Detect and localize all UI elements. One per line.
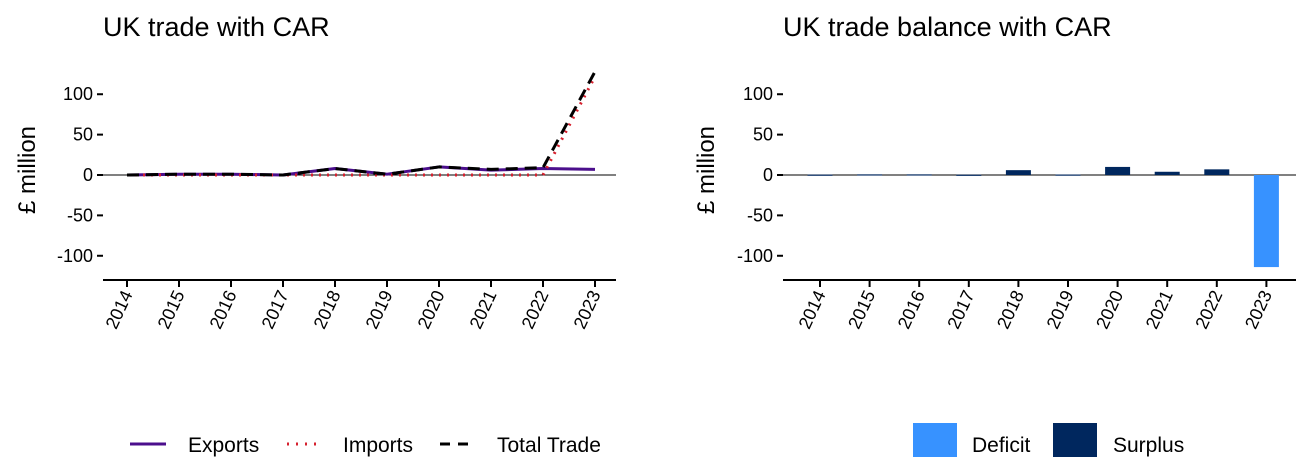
left-chart-title: UK trade with CAR <box>103 12 330 42</box>
left-legend: Exports Imports Total Trade <box>130 434 601 457</box>
left-x-tick-label: 2019 <box>362 287 397 332</box>
legend-label-total-trade: Total Trade <box>497 434 601 457</box>
right-x-tick-label: 2017 <box>943 287 978 332</box>
legend-label-imports: Imports <box>343 434 413 457</box>
bar-2022 <box>1204 169 1230 175</box>
right-y-tick-label: 100 <box>743 84 773 104</box>
left-x-tick-label: 2015 <box>154 287 189 332</box>
right-x-tick-label: 2019 <box>1043 287 1078 332</box>
right-y-axis-label: £ million <box>693 126 720 214</box>
right-legend: Deficit Surplus <box>913 423 1184 457</box>
bar-2018 <box>1005 170 1031 175</box>
bar-2014 <box>807 174 833 176</box>
left-x-tick-label: 2016 <box>206 287 241 332</box>
bar-2020 <box>1105 166 1131 175</box>
right-y-ticks: -100 -50 0 50 100 <box>737 84 783 266</box>
legend-label-deficit: Deficit <box>972 434 1031 457</box>
bar-2019 <box>1055 174 1081 176</box>
balance-bar-chart: UK trade balance with CAR £ million -100… <box>693 12 1296 457</box>
left-x-ticks: 2014 2015 2016 2017 2018 2019 2020 2021 2022 2023 <box>102 280 605 332</box>
left-y-ticks: -100 -50 0 50 100 <box>57 84 103 266</box>
right-y-tick-label: -50 <box>747 205 773 225</box>
right-y-tick-label: 50 <box>753 125 773 145</box>
bar-2017 <box>956 174 982 176</box>
legend-swatch-surplus <box>1053 423 1097 457</box>
left-x-tick-label: 2014 <box>102 287 137 332</box>
bar-2021 <box>1154 171 1180 175</box>
legend-swatch-deficit <box>913 423 957 457</box>
left-series-lines <box>126 70 597 177</box>
series-line-imports <box>127 75 597 177</box>
bar-2016 <box>906 174 932 176</box>
left-x-tick-label: 2018 <box>310 287 345 332</box>
legend-label-exports: Exports <box>188 434 259 457</box>
left-x-tick-label: 2022 <box>518 287 553 332</box>
right-x-tick-label: 2020 <box>1092 287 1127 332</box>
left-y-tick-label: 100 <box>63 84 93 104</box>
right-x-tick-label: 2021 <box>1142 287 1177 332</box>
bar-2015 <box>857 174 883 176</box>
right-bars <box>807 166 1279 268</box>
right-y-tick-label: 0 <box>763 165 773 185</box>
left-x-tick-label: 2021 <box>466 287 501 332</box>
series-line-total-trade <box>126 70 597 177</box>
right-y-tick-label: -100 <box>737 246 773 266</box>
right-x-tick-label: 2023 <box>1241 287 1276 332</box>
left-x-tick-label: 2017 <box>258 287 293 332</box>
legend-label-surplus: Surplus <box>1113 434 1184 457</box>
right-x-tick-label: 2014 <box>795 287 830 332</box>
left-y-tick-label: 0 <box>83 165 93 185</box>
left-x-tick-label: 2020 <box>414 287 449 332</box>
right-chart-title: UK trade balance with CAR <box>783 12 1112 42</box>
left-y-tick-label: -50 <box>67 205 93 225</box>
right-x-tick-label: 2016 <box>894 287 929 332</box>
trade-line-chart: UK trade with CAR £ million -100 -50 0 50 10… <box>14 12 616 457</box>
bar-2023 <box>1253 175 1279 268</box>
left-y-tick-label: -100 <box>57 246 93 266</box>
left-y-tick-label: 50 <box>73 125 93 145</box>
left-y-axis-label: £ million <box>14 126 41 214</box>
right-x-ticks: 2014 2015 2016 2017 2018 2019 2020 2021 2022 2023 <box>795 280 1276 332</box>
right-x-tick-label: 2022 <box>1191 287 1226 332</box>
right-x-tick-label: 2018 <box>993 287 1028 332</box>
right-x-tick-label: 2015 <box>844 287 879 332</box>
left-x-tick-label: 2023 <box>570 287 605 332</box>
